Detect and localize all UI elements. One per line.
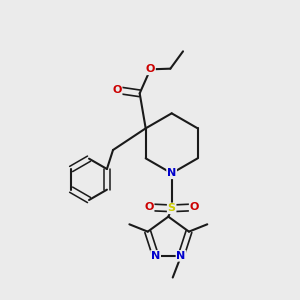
Text: S: S <box>168 203 176 213</box>
Text: O: O <box>112 85 122 95</box>
Text: N: N <box>151 251 160 261</box>
Text: O: O <box>144 202 154 212</box>
Text: O: O <box>190 202 199 212</box>
Text: N: N <box>176 251 186 261</box>
Text: N: N <box>167 168 176 178</box>
Text: O: O <box>146 64 155 74</box>
